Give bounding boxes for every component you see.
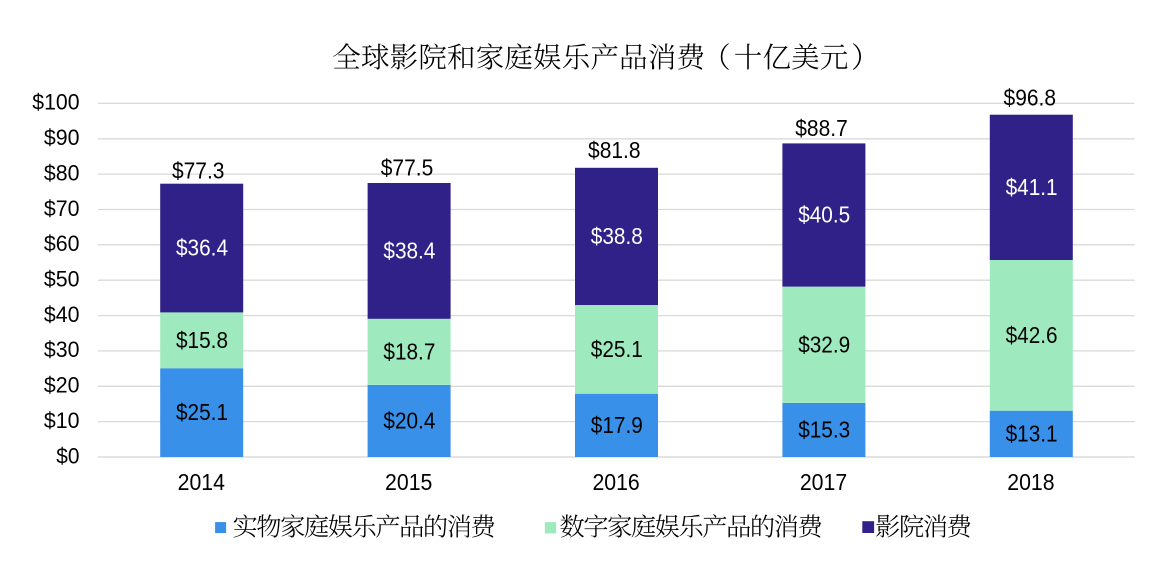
svg-text:$77.5: $77.5	[381, 155, 434, 181]
svg-text:$77.3: $77.3	[172, 158, 225, 184]
svg-text:$30: $30	[44, 337, 80, 362]
svg-text:$25.1: $25.1	[591, 336, 643, 362]
svg-text:$13.1: $13.1	[1006, 420, 1058, 446]
svg-text:$10: $10	[44, 408, 80, 433]
svg-text:$36.4: $36.4	[176, 235, 228, 261]
svg-text:$0: $0	[56, 443, 79, 468]
svg-text:$38.4: $38.4	[383, 238, 435, 264]
svg-text:$20: $20	[44, 373, 80, 398]
svg-text:$42.6: $42.6	[1006, 322, 1058, 348]
svg-text:2018: 2018	[1007, 469, 1054, 495]
svg-text:$38.8: $38.8	[591, 223, 643, 249]
svg-text:$17.9: $17.9	[591, 412, 643, 438]
svg-text:$40.5: $40.5	[798, 202, 850, 228]
svg-text:$25.1: $25.1	[176, 399, 228, 425]
svg-text:$50: $50	[44, 267, 80, 292]
svg-text:$32.9: $32.9	[798, 331, 850, 357]
svg-text:$80: $80	[44, 160, 80, 185]
svg-text:$100: $100	[32, 90, 79, 115]
svg-text:2014: 2014	[178, 469, 225, 495]
svg-text:$18.7: $18.7	[383, 338, 435, 364]
svg-text:$90: $90	[44, 125, 80, 150]
svg-text:$96.8: $96.8	[1004, 85, 1057, 111]
svg-text:2017: 2017	[800, 469, 847, 495]
svg-text:$40: $40	[44, 302, 80, 327]
svg-text:$88.7: $88.7	[795, 115, 848, 141]
svg-text:$41.1: $41.1	[1006, 174, 1058, 200]
svg-text:2016: 2016	[592, 469, 639, 495]
svg-text:$60: $60	[44, 231, 80, 256]
svg-text:$81.8: $81.8	[588, 137, 641, 163]
svg-text:$70: $70	[44, 196, 80, 221]
svg-text:2015: 2015	[385, 469, 432, 495]
svg-text:$15.8: $15.8	[176, 327, 228, 353]
svg-text:$20.4: $20.4	[383, 408, 435, 434]
svg-text:$15.3: $15.3	[798, 417, 850, 443]
